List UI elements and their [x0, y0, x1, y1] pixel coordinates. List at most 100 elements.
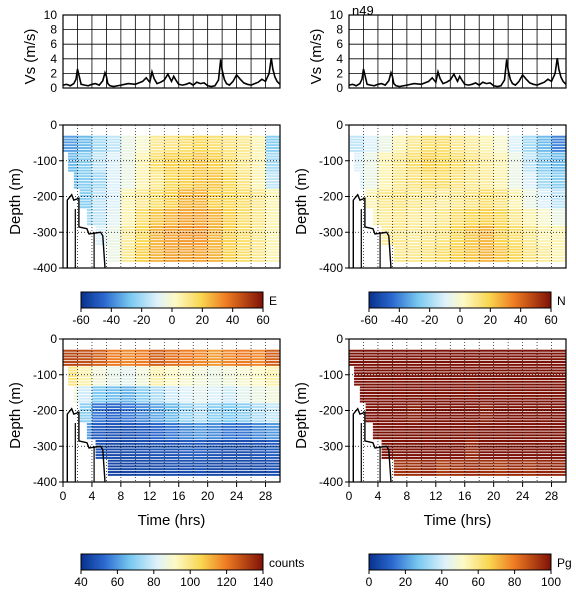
heatmap-cell	[479, 423, 494, 426]
heatmap-cell	[178, 411, 194, 414]
heatmap-cell	[120, 183, 136, 186]
heatmap-cell	[493, 223, 509, 226]
heatmap-cell	[421, 465, 436, 468]
heatmap-cell	[120, 456, 136, 459]
heatmap-cell	[207, 144, 223, 147]
heatmap-cell	[63, 149, 78, 152]
heatmap-cell	[164, 169, 179, 172]
heatmap-cell	[193, 240, 208, 243]
heatmap-cell	[178, 135, 194, 138]
heatmap-cell	[251, 400, 266, 403]
heatmap-cell	[251, 149, 266, 152]
heatmap-cell	[551, 220, 567, 223]
heatmap-cell	[135, 149, 150, 152]
heatmap-cell	[464, 380, 480, 383]
heatmap-cell	[106, 166, 122, 169]
heatmap-cell	[508, 149, 523, 152]
heatmap-cell	[406, 456, 422, 459]
heatmap-cell	[479, 138, 494, 141]
heatmap-cell	[508, 251, 523, 254]
heatmap-cell	[149, 454, 165, 457]
heatmap-cell	[421, 209, 436, 212]
heatmap-cell	[493, 451, 509, 454]
heatmap-cell	[508, 369, 523, 372]
heatmap-cell	[135, 454, 150, 457]
heatmap-cell	[135, 459, 150, 462]
heatmap-cell	[251, 194, 266, 197]
heatmap-cell	[464, 203, 480, 206]
heatmap-cell	[551, 406, 567, 409]
heatmap-cell	[222, 251, 237, 254]
heatmap-cell	[522, 220, 538, 223]
heatmap-cell	[406, 141, 422, 144]
heatmap-cell	[236, 200, 252, 203]
heatmap-cell	[537, 178, 552, 181]
heatmap-cell	[164, 355, 179, 358]
heatmap-cell	[207, 425, 223, 428]
heatmap-cell	[86, 428, 93, 431]
heatmap-cell	[450, 163, 465, 166]
heatmap-cell	[406, 245, 422, 248]
heatmap-cell	[464, 425, 480, 428]
heatmap-cell	[207, 473, 223, 476]
heatmap-cell	[207, 245, 223, 248]
heatmap-cell	[193, 375, 208, 378]
heatmap-cell	[508, 361, 523, 364]
heatmap-cell	[479, 355, 494, 358]
heatmap-cell	[406, 228, 422, 231]
heatmap-cell	[537, 358, 552, 361]
heatmap-cell	[421, 194, 436, 197]
heatmap-cell	[479, 442, 494, 445]
heatmap-cell	[193, 225, 208, 228]
heatmap-cell	[522, 448, 538, 451]
heatmap-cell	[135, 189, 150, 192]
heatmap-cell	[236, 442, 252, 445]
heatmap-cell	[91, 369, 107, 372]
heatmap-cell	[406, 234, 422, 237]
heatmap-cell	[236, 473, 252, 476]
heatmap-cell	[522, 423, 538, 426]
heatmap-cell	[551, 417, 567, 420]
heatmap-cell	[377, 149, 393, 152]
heatmap-cell	[435, 411, 451, 414]
heatmap-cell	[537, 245, 552, 248]
heatmap-cell	[79, 417, 93, 420]
heatmap-cell	[77, 394, 93, 397]
heatmap-cell	[178, 403, 194, 406]
heatmap-cell	[372, 431, 379, 434]
heatmap-cell	[193, 468, 208, 471]
heatmap-cell	[508, 231, 523, 234]
heatmap-cell	[164, 242, 179, 245]
heatmap-cell	[178, 448, 194, 451]
heatmap-cell	[265, 420, 281, 423]
heatmap-cell	[406, 431, 422, 434]
heatmap-cell	[354, 169, 364, 172]
heatmap-cell	[135, 380, 150, 383]
heatmap-cell	[106, 161, 122, 164]
heatmap-cell	[193, 158, 208, 161]
heatmap-cell	[522, 152, 538, 155]
heatmap-cell	[450, 135, 465, 138]
heatmap-cell	[464, 180, 480, 183]
heatmap-cell	[493, 445, 509, 448]
heatmap-cell	[421, 386, 436, 389]
heatmap-cell	[392, 169, 408, 172]
heatmap-cell	[149, 211, 165, 214]
heatmap-cell	[178, 386, 194, 389]
heatmap-cell	[193, 237, 208, 240]
heatmap-cell	[537, 445, 552, 448]
heatmap-cell	[91, 406, 107, 409]
heatmap-cell	[77, 400, 93, 403]
heatmap-cell	[91, 361, 107, 364]
heatmap-cell	[421, 403, 436, 406]
heatmap-cell	[265, 400, 281, 403]
heatmap-cell	[537, 442, 552, 445]
heatmap-cell	[377, 141, 393, 144]
x-tick-label: 16	[172, 489, 186, 503]
heatmap-cell	[421, 352, 436, 355]
heatmap-cell	[164, 163, 179, 166]
heatmap-cell	[537, 380, 552, 383]
heatmap-cell	[464, 392, 480, 395]
heatmap-cell	[435, 231, 451, 234]
